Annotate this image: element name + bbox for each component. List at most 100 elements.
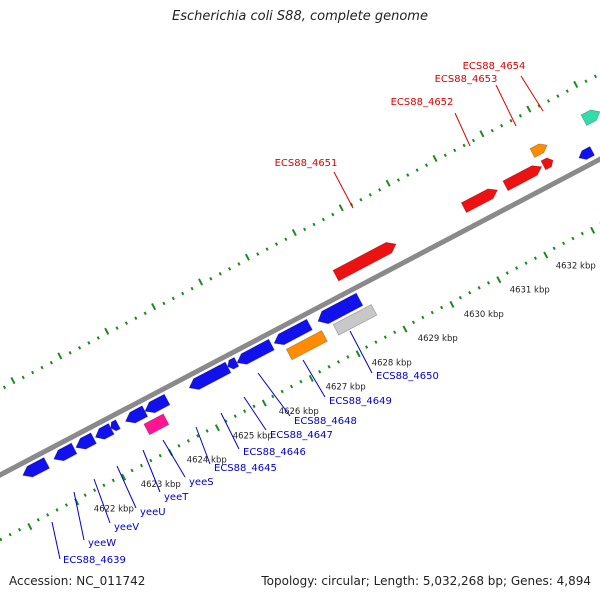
forward-tick bbox=[312, 222, 316, 227]
forward-tick bbox=[432, 154, 438, 163]
reverse-tick bbox=[92, 488, 97, 493]
reverse-tick bbox=[8, 532, 12, 537]
reverse-gene-label: ECS88_4648 bbox=[294, 416, 357, 427]
labels: 4622 kbp 4623 kbp 4624 kbp 4625 kbp 4626 kbp… bbox=[63, 61, 596, 566]
ruler-label: 4629 kbp bbox=[418, 334, 458, 344]
forward-tick bbox=[518, 114, 522, 118]
reverse-tick bbox=[139, 463, 144, 468]
forward-tick bbox=[151, 303, 157, 311]
reverse-gene-label: ECS88_4645 bbox=[214, 463, 277, 474]
forward-tick bbox=[331, 212, 335, 217]
forward-tick bbox=[284, 237, 288, 242]
reverse-tick bbox=[102, 483, 106, 488]
reverse-tick bbox=[402, 325, 408, 333]
reverse-tick bbox=[318, 369, 322, 374]
forward-tick bbox=[321, 217, 325, 222]
backbone-line bbox=[0, 156, 600, 478]
reverse-tick bbox=[496, 276, 502, 284]
forward-tick bbox=[573, 80, 579, 88]
reverse-gene-label: ECS88_4650 bbox=[376, 371, 439, 382]
forward-gene-label: ECS88_4652 bbox=[391, 97, 454, 108]
backbone bbox=[0, 156, 600, 478]
reverse-tick bbox=[121, 473, 127, 481]
reverse-tick bbox=[261, 399, 267, 407]
forward-tick bbox=[228, 267, 232, 271]
label-leaders bbox=[51, 75, 544, 560]
forward-tick bbox=[237, 262, 241, 266]
genome-summary-text: Topology: circular; Length: 5,032,268 bp… bbox=[261, 574, 591, 588]
reverse-gene-label: yeeU bbox=[140, 507, 166, 518]
forward-tick bbox=[584, 79, 588, 84]
reverse-leader bbox=[162, 439, 186, 478]
reverse-tick bbox=[252, 404, 256, 409]
forward-tick bbox=[10, 377, 16, 385]
ruler-label: 4626 kbp bbox=[279, 407, 319, 417]
reverse-tick bbox=[233, 414, 237, 418]
reverse-tick bbox=[111, 478, 115, 483]
reverse-gene-label: ECS88_4639 bbox=[63, 555, 126, 566]
reverse-tick bbox=[355, 350, 361, 358]
forward-leader bbox=[333, 171, 354, 209]
forward-tick bbox=[546, 99, 551, 103]
ruler-label: 4628 kbp bbox=[372, 358, 412, 368]
gene-arrow bbox=[236, 338, 275, 365]
reverse-gene-label: ECS88_4647 bbox=[270, 430, 333, 441]
gene-arrow bbox=[75, 432, 97, 450]
forward-leader bbox=[454, 112, 471, 147]
forward-tick bbox=[21, 375, 25, 380]
gene-arrow bbox=[578, 145, 596, 160]
ruler-label: 4625 kbp bbox=[233, 431, 273, 441]
gene-arrow bbox=[227, 356, 240, 370]
ruler-label: 4630 kbp bbox=[464, 310, 504, 320]
reverse-tick bbox=[421, 315, 425, 320]
reverse-tick bbox=[205, 429, 209, 433]
reverse-tick bbox=[524, 261, 528, 265]
reverse-tick bbox=[271, 394, 275, 399]
forward-tick bbox=[526, 105, 532, 113]
forward-tick bbox=[96, 336, 100, 340]
reverse-tick bbox=[177, 443, 181, 448]
forward-tick bbox=[162, 301, 166, 306]
gene-arrow bbox=[317, 292, 364, 325]
reverse-tick bbox=[477, 286, 481, 290]
reverse-tick bbox=[158, 453, 162, 458]
forward-tick bbox=[31, 370, 35, 375]
reverse-tick bbox=[571, 236, 575, 241]
reverse-tick bbox=[83, 493, 87, 497]
forward-tick bbox=[500, 123, 504, 128]
reverse-tick bbox=[149, 458, 153, 463]
forward-tick bbox=[359, 197, 363, 202]
reverse-tick bbox=[308, 374, 314, 383]
forward-tick bbox=[198, 278, 204, 286]
gene-arrow bbox=[53, 442, 78, 462]
reverse-leader bbox=[195, 426, 211, 465]
reverse-tick bbox=[46, 513, 50, 517]
forward-gene-label: ECS88_4651 bbox=[275, 158, 338, 169]
gene-arrow bbox=[285, 329, 328, 361]
reverse-tick bbox=[27, 522, 33, 531]
forward-tick bbox=[471, 138, 476, 143]
reverse-tick bbox=[346, 355, 350, 359]
forward-tick bbox=[406, 173, 410, 177]
reverse-tick bbox=[224, 419, 228, 423]
reverse-tick bbox=[449, 300, 455, 308]
forward-tick bbox=[134, 316, 138, 321]
forward-tick bbox=[462, 143, 466, 148]
reverse-tick bbox=[552, 246, 556, 251]
reverse-gene-label: yeeT bbox=[164, 492, 189, 503]
forward-tick bbox=[479, 130, 485, 138]
reverse-tick bbox=[543, 251, 549, 259]
forward-tick bbox=[415, 168, 419, 172]
forward-tick bbox=[209, 276, 213, 281]
reverse-gene-label: ECS88_4649 bbox=[329, 396, 392, 407]
reverse-tick bbox=[55, 508, 59, 512]
forward-tick bbox=[378, 188, 382, 192]
reverse-leader bbox=[220, 412, 240, 450]
forward-tick bbox=[68, 350, 72, 355]
reverse-tick bbox=[64, 503, 69, 507]
forward-tick bbox=[49, 360, 53, 365]
genes bbox=[22, 109, 600, 478]
reverse-tick bbox=[196, 434, 200, 438]
forward-tick bbox=[509, 118, 513, 123]
gene-arrow bbox=[94, 422, 115, 440]
